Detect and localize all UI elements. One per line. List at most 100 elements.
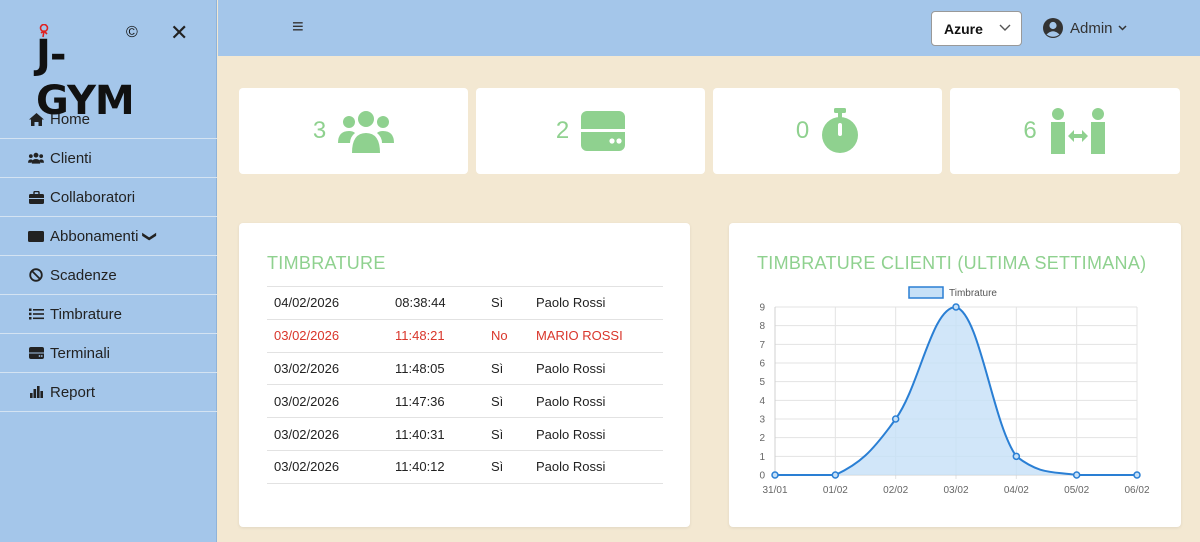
data-point bbox=[771, 471, 779, 479]
data-point bbox=[1072, 471, 1081, 479]
y-tick-label: 1 bbox=[759, 452, 765, 463]
user-circle-icon bbox=[1043, 18, 1063, 38]
logo-copyright: © bbox=[126, 24, 138, 41]
cell-date: 03/02/2026 bbox=[267, 318, 388, 353]
cell-time: 11:40:12 bbox=[388, 449, 484, 484]
cell-time: 08:38:44 bbox=[388, 286, 484, 320]
sidebar-item-label: Terminali bbox=[50, 344, 111, 362]
y-tick-label: 3 bbox=[759, 415, 765, 426]
topbar: ≡ Azure Admin bbox=[218, 0, 1200, 56]
logo-text: J-GYM bbox=[36, 32, 135, 124]
chart-title: TIMBRATURE CLIENTI (ULTIMA SETTIMANA) bbox=[757, 253, 1147, 273]
stat-card-terminali[interactable]: 2 bbox=[476, 88, 705, 174]
cell-time: 11:48:21 bbox=[388, 318, 484, 353]
cell-valid: Sì bbox=[484, 417, 529, 451]
home-icon bbox=[28, 112, 44, 126]
users-icon bbox=[28, 151, 44, 165]
y-tick-label: 5 bbox=[759, 377, 765, 388]
card-icon bbox=[28, 229, 44, 243]
list-icon bbox=[28, 307, 44, 321]
y-tick-label: 4 bbox=[759, 396, 765, 407]
sidebar-nav: Home Clienti Collaboratori Abbonamenti ❯… bbox=[0, 100, 217, 412]
close-sidebar-button[interactable]: ✕ bbox=[170, 20, 189, 45]
chart-panel: TIMBRATURE CLIENTI (ULTIMA SETTIMANA) 0 1… bbox=[729, 223, 1181, 527]
sidebar-item-clienti[interactable]: Clienti bbox=[0, 139, 217, 178]
y-tick-label: 6 bbox=[759, 359, 765, 370]
x-tick-label: 04/02 bbox=[1004, 485, 1029, 496]
sidebar-item-report[interactable]: Report bbox=[0, 373, 217, 412]
theme-select[interactable]: Azure bbox=[931, 11, 1022, 46]
chevron-down-icon: ❯ bbox=[142, 230, 159, 242]
terminal-icon bbox=[28, 346, 44, 360]
panel-title: TIMBRATURE bbox=[267, 253, 386, 273]
cell-date: 03/02/2026 bbox=[267, 417, 388, 451]
cell-name: Paolo Rossi bbox=[529, 449, 663, 484]
table-row[interactable]: 03/02/2026 11:47:36 Sì Paolo Rossi bbox=[267, 384, 663, 418]
y-tick-label: 0 bbox=[759, 471, 765, 482]
legend-label: Timbrature bbox=[949, 288, 997, 299]
cell-name: Paolo Rossi bbox=[529, 417, 663, 451]
cell-valid: Sì bbox=[484, 449, 529, 484]
sidebar-item-timbrature[interactable]: Timbrature bbox=[0, 295, 217, 334]
stat-value: 6 bbox=[1023, 117, 1037, 144]
table-row[interactable]: 04/02/2026 08:38:44 Sì Paolo Rossi bbox=[267, 286, 663, 320]
sidebar: J-GYM © ✕ Home Clienti Collaboratori Abb… bbox=[0, 0, 217, 542]
sidebar-item-label: Scadenze bbox=[50, 266, 117, 284]
y-tick-label: 8 bbox=[759, 321, 765, 332]
chevron-down-icon bbox=[1118, 22, 1127, 34]
chevron-down-icon bbox=[999, 20, 1011, 35]
sidebar-item-collaboratori[interactable]: Collaboratori bbox=[0, 178, 217, 217]
runner-icon bbox=[39, 24, 49, 38]
data-point bbox=[891, 415, 900, 423]
x-tick-label: 02/02 bbox=[883, 485, 908, 496]
user-menu[interactable]: Admin bbox=[1042, 17, 1127, 39]
table-row[interactable]: 03/02/2026 11:48:05 Sì Paolo Rossi bbox=[267, 351, 663, 385]
cell-time: 11:47:36 bbox=[388, 384, 484, 418]
table-row[interactable]: 03/02/2026 11:40:12 Sì Paolo Rossi bbox=[267, 449, 663, 484]
sidebar-item-label: Report bbox=[50, 383, 96, 401]
cell-date: 03/02/2026 bbox=[267, 351, 388, 385]
stat-card-scadenze[interactable]: 0 bbox=[713, 88, 942, 174]
cell-name: Paolo Rossi bbox=[529, 384, 663, 418]
cell-name: Paolo Rossi bbox=[529, 351, 663, 385]
cell-valid: Sì bbox=[484, 384, 529, 418]
cell-name: Paolo Rossi bbox=[529, 286, 663, 320]
cell-date: 04/02/2026 bbox=[267, 286, 388, 320]
logo[interactable]: J-GYM © bbox=[36, 24, 146, 124]
series-area bbox=[775, 307, 1137, 475]
legend-swatch bbox=[908, 286, 944, 299]
timbrature-chart: 0 1 2 3 4 5 6 7 8 9 31/01 01/02 02/02 03/02 04/02 05/02… bbox=[759, 286, 1150, 496]
chart-icon bbox=[28, 385, 44, 399]
cell-time: 11:48:05 bbox=[388, 351, 484, 385]
cell-date: 03/02/2026 bbox=[267, 449, 388, 484]
stat-card-clienti[interactable]: 3 bbox=[239, 88, 468, 174]
sidebar-item-home[interactable]: Home bbox=[0, 100, 217, 139]
y-tick-label: 2 bbox=[759, 433, 765, 444]
sidebar-item-label: Collaboratori bbox=[50, 188, 136, 206]
stopwatch-icon bbox=[822, 108, 859, 153]
table-row[interactable]: 03/02/2026 11:40:31 Sì Paolo Rossi bbox=[267, 417, 663, 451]
ban-icon bbox=[28, 268, 44, 282]
sidebar-item-abbonamenti[interactable]: Abbonamenti ❯ bbox=[0, 217, 217, 256]
cell-valid: No bbox=[484, 318, 529, 353]
y-tick-label: 9 bbox=[759, 303, 765, 314]
sidebar-item-scadenze[interactable]: Scadenze bbox=[0, 256, 217, 295]
x-tick-label: 31/01 bbox=[762, 485, 787, 496]
data-point bbox=[1133, 471, 1141, 479]
menu-toggle-button[interactable]: ≡ bbox=[292, 16, 304, 38]
stat-card-collaboratori[interactable]: 6 bbox=[950, 88, 1180, 174]
stat-value: 3 bbox=[312, 117, 327, 144]
cell-valid: Sì bbox=[484, 286, 529, 320]
people-arrows-icon bbox=[1050, 108, 1105, 154]
cell-time: 11:40:31 bbox=[388, 417, 484, 451]
sidebar-item-label: Home bbox=[50, 110, 91, 128]
cell-name: MARIO ROSSI bbox=[529, 318, 663, 353]
users-icon bbox=[338, 111, 395, 153]
briefcase-icon bbox=[28, 190, 44, 204]
stat-value: 2 bbox=[555, 117, 570, 144]
timbrature-panel: TIMBRATURE 04/02/2026 08:38:44 Sì Paolo Ros… bbox=[239, 223, 690, 527]
data-point bbox=[1012, 452, 1021, 461]
sidebar-item-terminali[interactable]: Terminali bbox=[0, 334, 217, 373]
table-row[interactable]: 03/02/2026 11:48:21 No MARIO ROSSI bbox=[267, 318, 663, 353]
x-tick-label: 06/02 bbox=[1124, 485, 1149, 496]
